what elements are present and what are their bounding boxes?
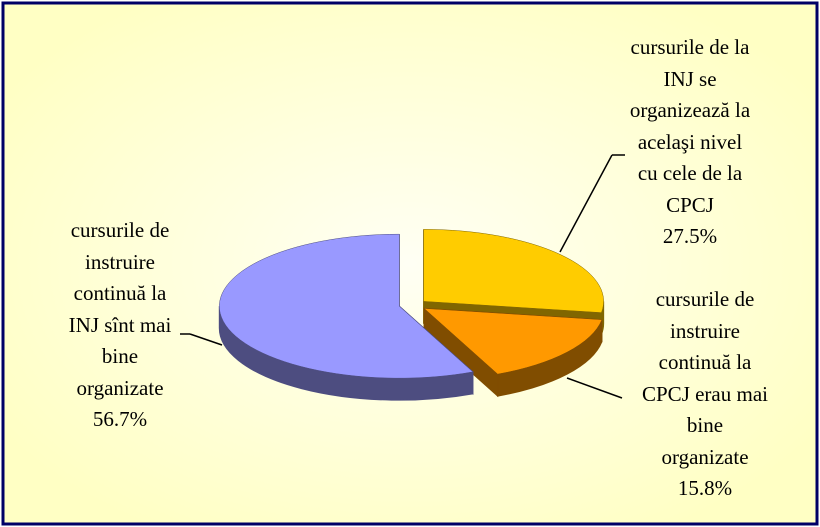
slice-value-label: 56.7% [92, 407, 148, 431]
slice-label: cursurile de instruire continuă la INJ s… [30, 215, 210, 436]
pie [218, 229, 605, 401]
pie-slice [219, 233, 474, 379]
slice-label-text: cursurile de instruire continuă la INJ s… [68, 218, 172, 400]
slice-value-label: 27.5% [662, 224, 718, 248]
slice-label: cursurile de la INJ se organizează la ac… [600, 32, 780, 253]
slice-label: cursurile de instruire continuă la CPCJ … [615, 284, 795, 505]
slice-value-label: 15.8% [677, 476, 733, 500]
leader-line [559, 154, 613, 253]
leader-line [566, 377, 623, 399]
slice-label-text: cursurile de instruire continuă la CPCJ … [642, 287, 768, 469]
pie-slice [423, 229, 604, 313]
pie-slice [423, 308, 603, 375]
leader-line [189, 333, 223, 346]
slice-label-text: cursurile de la INJ se organizează la ac… [629, 35, 751, 217]
